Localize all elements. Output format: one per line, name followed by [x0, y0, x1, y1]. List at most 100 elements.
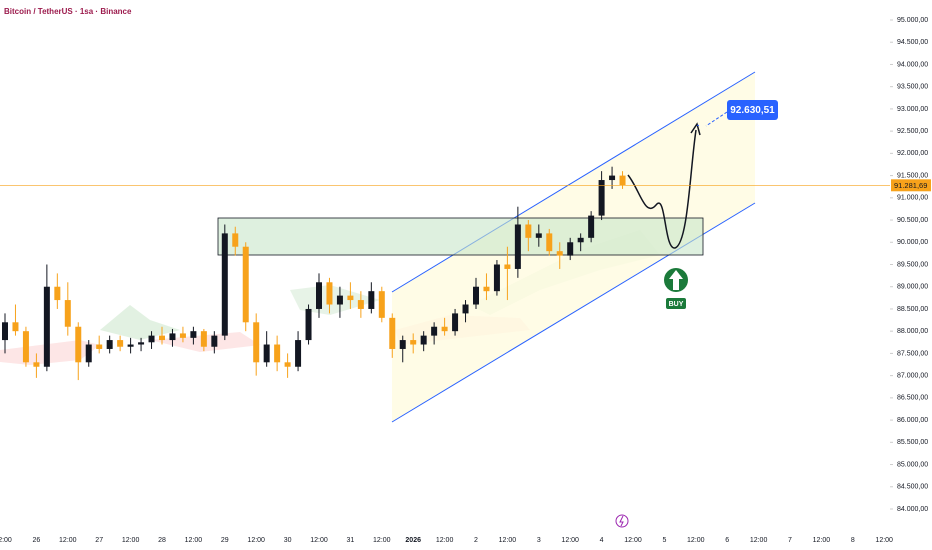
candle-body [54, 286, 61, 301]
candle-body [598, 180, 605, 216]
candle-body [253, 322, 260, 363]
last-price-box [891, 179, 931, 192]
candle-body [75, 326, 82, 363]
candle-body [190, 331, 197, 338]
candle-body [263, 344, 270, 363]
candle-body [473, 286, 479, 305]
x-tick-label: 6 [725, 537, 729, 544]
y-tick-label: 85.500,00 [897, 439, 928, 446]
y-tick-label: 84.000,00 [897, 506, 928, 513]
candle-body [169, 333, 176, 341]
projection-path [627, 129, 697, 249]
x-tick-label: 12:00 [185, 537, 203, 544]
demand-zone [217, 217, 704, 256]
y-tick-label: 93.500,00 [897, 84, 928, 91]
y-tick-label: 94.500,00 [897, 39, 928, 46]
x-tick-label: 26 [33, 537, 41, 544]
candle-body [85, 344, 92, 363]
candle-body [106, 340, 113, 349]
x-tick-label: 3 [537, 537, 541, 544]
x-tick-label: 4 [600, 537, 604, 544]
buy-box [666, 298, 686, 309]
y-tick-label: 87.500,00 [897, 350, 928, 357]
target-pointer [705, 111, 728, 127]
candle-body [441, 326, 448, 332]
x-tick-label: 29 [221, 537, 229, 544]
x-tick-label: 5 [662, 537, 666, 544]
candle-body [588, 215, 595, 238]
x-tick-label: 12:00 [624, 537, 642, 544]
candle-body [316, 282, 322, 309]
candle-body [493, 264, 500, 292]
candle-body [420, 335, 427, 345]
buy-arrow [669, 270, 683, 290]
x-tick-label: 12:00 [499, 537, 517, 544]
candle-body [326, 282, 333, 305]
x-tick-label: 12:00 [561, 537, 579, 544]
x-tick-label: 2026 [405, 537, 421, 544]
y-tick-label: 89.000,00 [897, 284, 928, 291]
y-tick-label: 91.000,00 [897, 195, 928, 202]
candle-body [368, 291, 375, 309]
candle-body [347, 295, 354, 301]
candle-body [2, 322, 8, 341]
x-tick-label: 12:00 [750, 537, 768, 544]
event-icon [615, 514, 629, 528]
candle-body [431, 326, 438, 336]
candle-body [148, 335, 155, 343]
y-tick-label: 88.500,00 [897, 306, 928, 313]
y-tick-label: 86.500,00 [897, 395, 928, 402]
candle-body [64, 300, 71, 327]
x-tick-label: 31 [347, 537, 355, 544]
x-tick-label: 8 [851, 537, 855, 544]
candle-body [295, 340, 302, 367]
cloud [290, 285, 380, 315]
x-tick-label: 12:00 [436, 537, 454, 544]
x-tick-label: 12:00 [59, 537, 77, 544]
candle-body [127, 344, 134, 347]
chart-title: Bitcoin / TetherUS · 1sa · Binance [4, 7, 132, 16]
y-tick-label: 85.000,00 [897, 461, 928, 468]
candle-body [410, 340, 417, 345]
y-tick-label: 84.500,00 [897, 484, 928, 491]
x-tick-label: 12:00 [310, 537, 328, 544]
candle-body [284, 362, 291, 367]
buy-label: BUY [669, 301, 684, 308]
candle-body [399, 340, 406, 349]
candle-body [609, 175, 616, 181]
candle-body [117, 340, 124, 347]
x-tick-label: 12:00 [875, 537, 893, 544]
x-tick-label: 2 [474, 537, 478, 544]
candle-body [232, 233, 239, 247]
x-tick-label: 12:00 [247, 537, 265, 544]
y-tick-label: 94.000,00 [897, 61, 928, 68]
plot [2, 166, 626, 381]
candle-body [159, 335, 165, 341]
cloud [0, 340, 100, 365]
x-tick-label: 12:00 [122, 537, 140, 544]
y-tick-label: 91.500,00 [897, 172, 928, 179]
candle-body [556, 251, 563, 256]
candle-body [389, 317, 396, 349]
candle-body [43, 286, 50, 367]
candle-body [378, 291, 385, 318]
target-box [727, 100, 778, 120]
x-tick-label: 7 [788, 537, 792, 544]
candle-body [221, 233, 228, 336]
y-tick-label: 92.500,00 [897, 128, 928, 135]
y-tick-label: 88.000,00 [897, 328, 928, 335]
last-price-label: 91.281,69 [894, 181, 927, 190]
x-tick-label: 12:00 [813, 537, 831, 544]
y-tick-label: 92.000,00 [897, 150, 928, 157]
arrowhead [690, 122, 701, 136]
y-tick-label: 87.000,00 [897, 372, 928, 379]
y-tick-label: 90.500,00 [897, 217, 928, 224]
candle-body [96, 344, 103, 349]
cloud [100, 305, 180, 340]
candle-body [546, 233, 553, 252]
event-bolt [619, 515, 624, 527]
candle-body [462, 304, 469, 314]
y-tick-label: 86.000,00 [897, 417, 928, 424]
y-tick-label: 89.500,00 [897, 261, 928, 268]
